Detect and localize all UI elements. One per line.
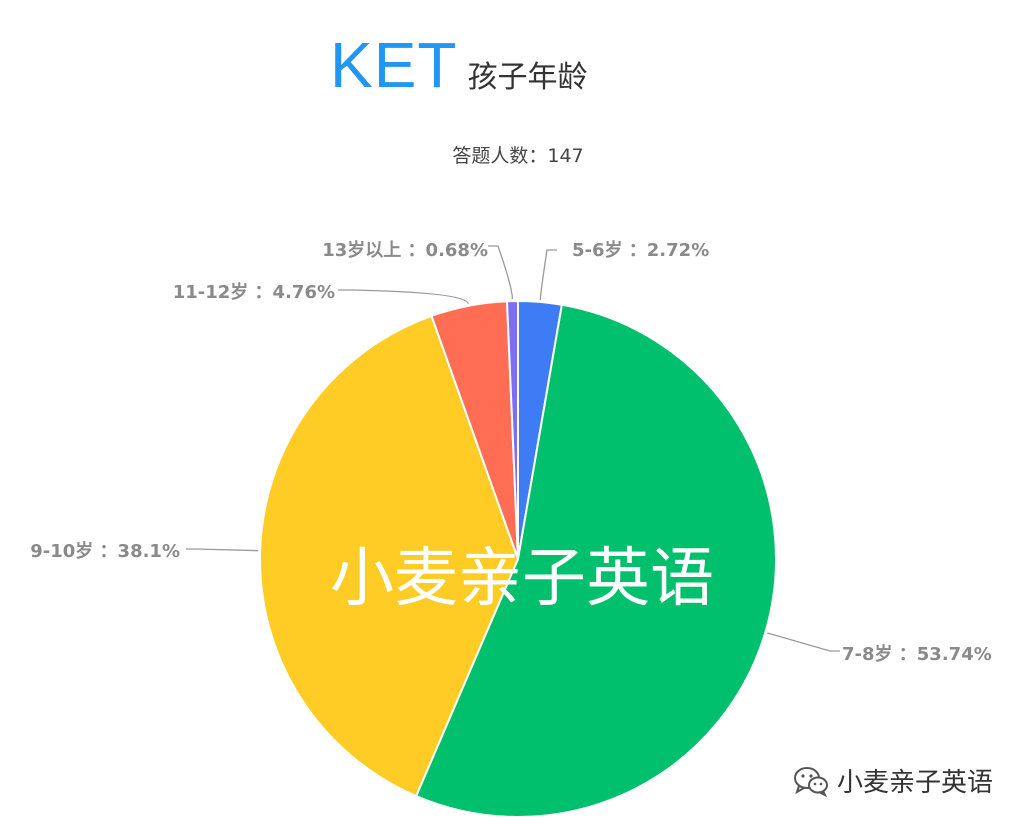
watermark-text: 小麦亲子英语 [330,542,714,616]
pie-slice [259,314,520,798]
leader-line [338,289,469,305]
watermark-footer-text: 小麦亲子英语 [837,768,994,798]
respondent-count: 答题人数：147 [452,145,584,167]
watermark-footer: 小麦亲子英语 [793,762,993,799]
slice-label: 7-8岁 ：53.74% [842,643,992,665]
chart-title-main: KET [330,29,458,101]
leader-lines [186,245,840,652]
slice-label: 11-12岁 ：4.76% [173,281,335,303]
pie-slice [414,303,777,818]
chart-subtitle: 孩子年龄 [467,60,588,95]
leader-line [539,249,557,301]
slice-labels: 5-6岁 ：2.72% 7-8岁 ：53.74% 9-10岁 ：38.1% 11-12… [30,239,992,665]
chart-title: KET 孩子年龄 [330,28,587,102]
slice-label: 13岁以上 ：0.68% [322,239,488,261]
pie-slices [259,299,777,818]
wechat-icon [794,766,828,797]
leader-line [186,548,259,552]
pie-slice [505,299,519,560]
slice-label: 9-10岁 ：38.1% [30,540,180,562]
leader-line [488,245,514,300]
leader-line [767,632,840,652]
slice-label: 5-6岁 ：2.72% [572,239,709,261]
